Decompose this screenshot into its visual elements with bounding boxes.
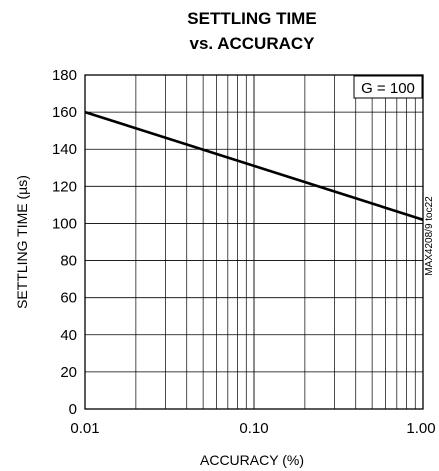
y-tick-label: 60	[60, 290, 77, 307]
y-tick-label: 180	[52, 67, 77, 84]
series	[84, 110, 424, 221]
y-tick-label: 100	[52, 215, 77, 232]
series-line	[84, 110, 424, 221]
y-tick-label: 0	[69, 401, 77, 418]
grid	[84, 74, 423, 410]
y-tick-label: 160	[52, 104, 77, 121]
y-tick-label: 140	[52, 141, 77, 158]
y-tick-label: 20	[60, 364, 77, 381]
x-tick-labels: 0.01 0.10 1.00	[70, 420, 435, 437]
chart-title-line-2: vs. ACCURACY	[189, 34, 315, 53]
x-axis-label: ACCURACY (%)	[200, 452, 304, 468]
y-tick-labels: 0 20 40 60 80 100 120 140 160 180	[52, 67, 77, 418]
x-tick-label: 1.00	[406, 420, 435, 437]
side-label: MAX4208/9 toc22	[424, 196, 435, 276]
chart-title-line-1: SETTLING TIME	[187, 9, 316, 28]
y-axis-label: SETTLING TIME (µs)	[14, 175, 30, 309]
x-tick-label: 0.01	[70, 420, 99, 437]
y-tick-label: 80	[60, 253, 77, 270]
annotation-gain: G = 100	[361, 80, 415, 97]
y-tick-label: 40	[60, 327, 77, 344]
annotation-box	[353, 75, 423, 99]
plot-frame	[84, 74, 424, 410]
y-tick-label: 120	[52, 178, 77, 195]
x-tick-label: 0.10	[239, 420, 268, 437]
